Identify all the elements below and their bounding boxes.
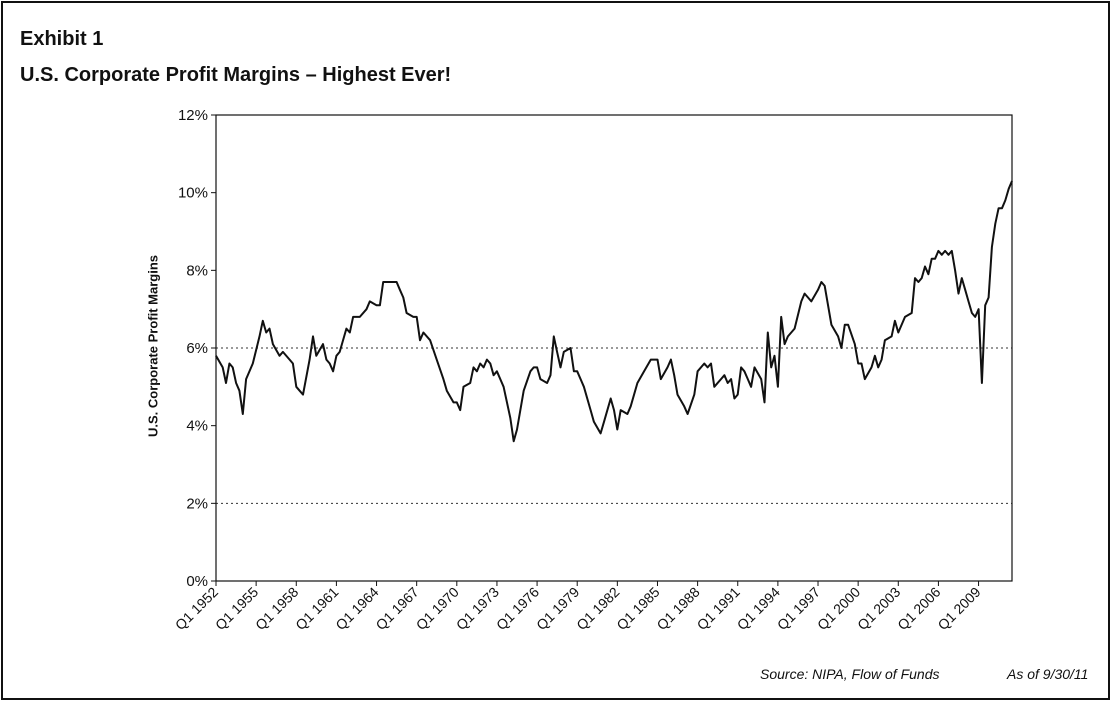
x-tick-label: Q1 1964 bbox=[332, 584, 381, 633]
source-note: Source: NIPA, Flow of Funds bbox=[760, 666, 940, 682]
x-tick-label: Q1 1994 bbox=[734, 584, 783, 633]
y-axis-ticks: 0% 2% 4% 6% 8% 10% 12% bbox=[178, 107, 216, 590]
x-tick-label: Q1 1991 bbox=[694, 584, 743, 633]
x-tick-label: Q1 1970 bbox=[413, 584, 462, 633]
chart-title: U.S. Corporate Profit Margins – Highest … bbox=[20, 64, 452, 86]
x-tick-label: Q1 1952 bbox=[172, 584, 221, 633]
y-tick-label: 8% bbox=[186, 262, 208, 279]
y-tick-label: 0% bbox=[186, 573, 208, 590]
x-tick-label: Q1 1979 bbox=[533, 584, 582, 633]
x-tick-label: Q1 1985 bbox=[613, 584, 662, 633]
y-tick-label: 4% bbox=[186, 418, 208, 435]
x-tick-label: Q1 1976 bbox=[493, 584, 542, 633]
x-tick-label: Q1 1967 bbox=[372, 584, 421, 633]
x-tick-label: Q1 2000 bbox=[814, 584, 863, 633]
exhibit-label: Exhibit 1 bbox=[20, 28, 104, 50]
gridlines bbox=[216, 347, 1012, 504]
y-tick-label: 12% bbox=[178, 107, 208, 124]
x-tick-label: Q1 1997 bbox=[774, 584, 823, 633]
y-tick-label: 2% bbox=[186, 495, 208, 512]
x-tick-label: Q1 1973 bbox=[453, 584, 502, 633]
x-tick-label: Q1 2006 bbox=[894, 584, 943, 633]
x-tick-label: Q1 2009 bbox=[934, 584, 983, 633]
x-tick-label: Q1 2003 bbox=[854, 584, 903, 633]
profit-margin-series-line bbox=[215, 180, 1013, 443]
y-tick-label: 6% bbox=[186, 340, 208, 357]
x-tick-label: Q1 1955 bbox=[212, 584, 261, 633]
x-tick-label: Q1 1958 bbox=[252, 584, 301, 633]
x-tick-label: Q1 1988 bbox=[653, 584, 702, 633]
x-tick-label: Q1 1982 bbox=[573, 584, 622, 633]
as-of-date: As of 9/30/11 bbox=[1007, 666, 1089, 682]
y-tick-label: 10% bbox=[178, 185, 208, 202]
x-tick-label: Q1 1961 bbox=[292, 584, 341, 633]
